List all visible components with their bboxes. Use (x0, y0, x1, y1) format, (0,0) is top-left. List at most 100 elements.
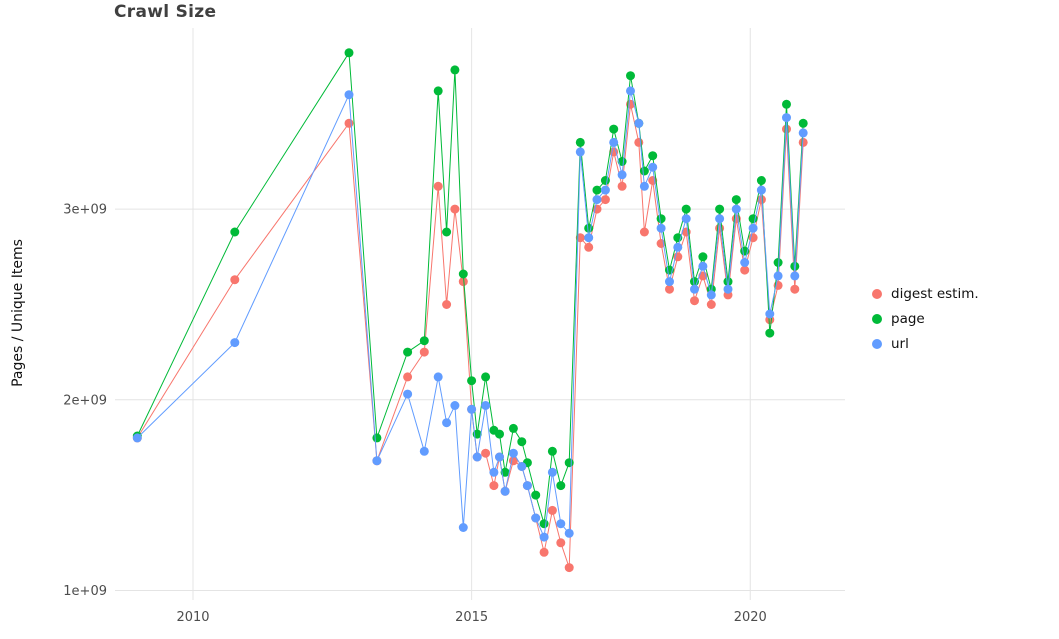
data-point (634, 118, 644, 128)
x-tick-label: 2020 (734, 610, 767, 625)
y-tick-label: 2e+09 (63, 393, 107, 408)
data-point (782, 124, 791, 134)
data-point (344, 90, 354, 100)
data-point (731, 204, 741, 214)
data-point (639, 166, 649, 176)
data-point (634, 137, 644, 147)
data-point (522, 481, 532, 491)
data-point (626, 86, 635, 96)
data-point (782, 99, 791, 109)
data-point (539, 547, 549, 557)
data-point (531, 513, 541, 523)
data-point (556, 481, 566, 491)
x-tick-label: 2015 (455, 610, 488, 625)
data-point (648, 162, 658, 172)
data-point (740, 265, 750, 275)
legend-label-url: url (891, 336, 909, 352)
data-point (617, 170, 627, 180)
data-point (681, 204, 691, 214)
data-point (403, 372, 413, 382)
data-point (372, 456, 382, 466)
data-point (639, 181, 649, 191)
data-point (723, 284, 733, 294)
data-point (740, 258, 750, 267)
data-point (450, 204, 460, 214)
data-point (765, 309, 775, 319)
data-point (556, 538, 566, 548)
data-point (600, 185, 610, 195)
data-point (639, 227, 649, 237)
data-point (419, 446, 429, 456)
data-point (656, 214, 666, 224)
data-point (403, 347, 413, 357)
data-point (790, 271, 800, 281)
data-point (547, 446, 557, 456)
digest-series-dot-icon (872, 289, 882, 299)
data-point (609, 137, 619, 147)
data-point (230, 275, 240, 285)
data-point (442, 300, 452, 309)
data-point (715, 223, 725, 233)
data-point (584, 233, 594, 243)
data-point (790, 284, 800, 294)
chart-title: Crawl Size (114, 2, 217, 22)
legend-label-digest: digest estim. (891, 286, 979, 302)
data-point (765, 328, 775, 338)
data-point (531, 490, 541, 500)
data-point (648, 151, 658, 161)
y-tick-label: 1e+09 (63, 584, 107, 599)
data-point (715, 214, 725, 224)
data-point (467, 376, 477, 386)
data-point (665, 277, 674, 287)
x-tick-label: 2010 (176, 610, 209, 625)
data-point (600, 195, 610, 205)
data-point (790, 261, 800, 271)
data-point (617, 157, 627, 166)
data-point (748, 223, 758, 233)
data-point (564, 563, 574, 573)
data-point (419, 347, 429, 357)
data-point (481, 372, 491, 382)
data-point (433, 181, 443, 191)
data-point (230, 227, 240, 237)
data-point (539, 519, 549, 529)
legend-label-page: page (891, 311, 925, 327)
chart-legend: digest estim. page url (872, 286, 979, 352)
data-point (756, 185, 766, 195)
data-point (798, 118, 808, 128)
legend-item-digest: digest estim. (872, 286, 979, 302)
data-point (508, 448, 518, 458)
data-point (547, 467, 557, 477)
data-point (798, 128, 808, 138)
data-point (556, 519, 566, 529)
data-point (723, 277, 733, 287)
data-point (592, 185, 602, 195)
data-point (433, 86, 443, 96)
data-point (756, 176, 766, 185)
data-point (665, 284, 674, 294)
url-series-dot-icon (872, 339, 882, 349)
data-point (575, 147, 585, 157)
data-point (609, 124, 619, 134)
data-point (467, 404, 477, 414)
data-point (481, 401, 491, 410)
data-point (539, 532, 549, 542)
data-point (450, 65, 460, 75)
data-point (617, 181, 627, 191)
data-point (481, 448, 491, 458)
series-url (132, 86, 808, 542)
data-point (489, 481, 499, 491)
legend-item-page: page (872, 311, 979, 327)
data-point (344, 118, 354, 128)
data-point (458, 269, 468, 279)
data-point (798, 137, 808, 147)
chart-canvas: 1e+09 2e+09 3e+09 2010 2015 2020 (63, 28, 845, 625)
data-point (495, 452, 504, 462)
data-point (584, 242, 594, 252)
data-point (230, 338, 240, 348)
data-point (450, 401, 460, 410)
data-point (500, 486, 510, 496)
data-point (575, 137, 585, 147)
y-tick-label: 3e+09 (63, 203, 107, 218)
data-point (403, 389, 413, 399)
